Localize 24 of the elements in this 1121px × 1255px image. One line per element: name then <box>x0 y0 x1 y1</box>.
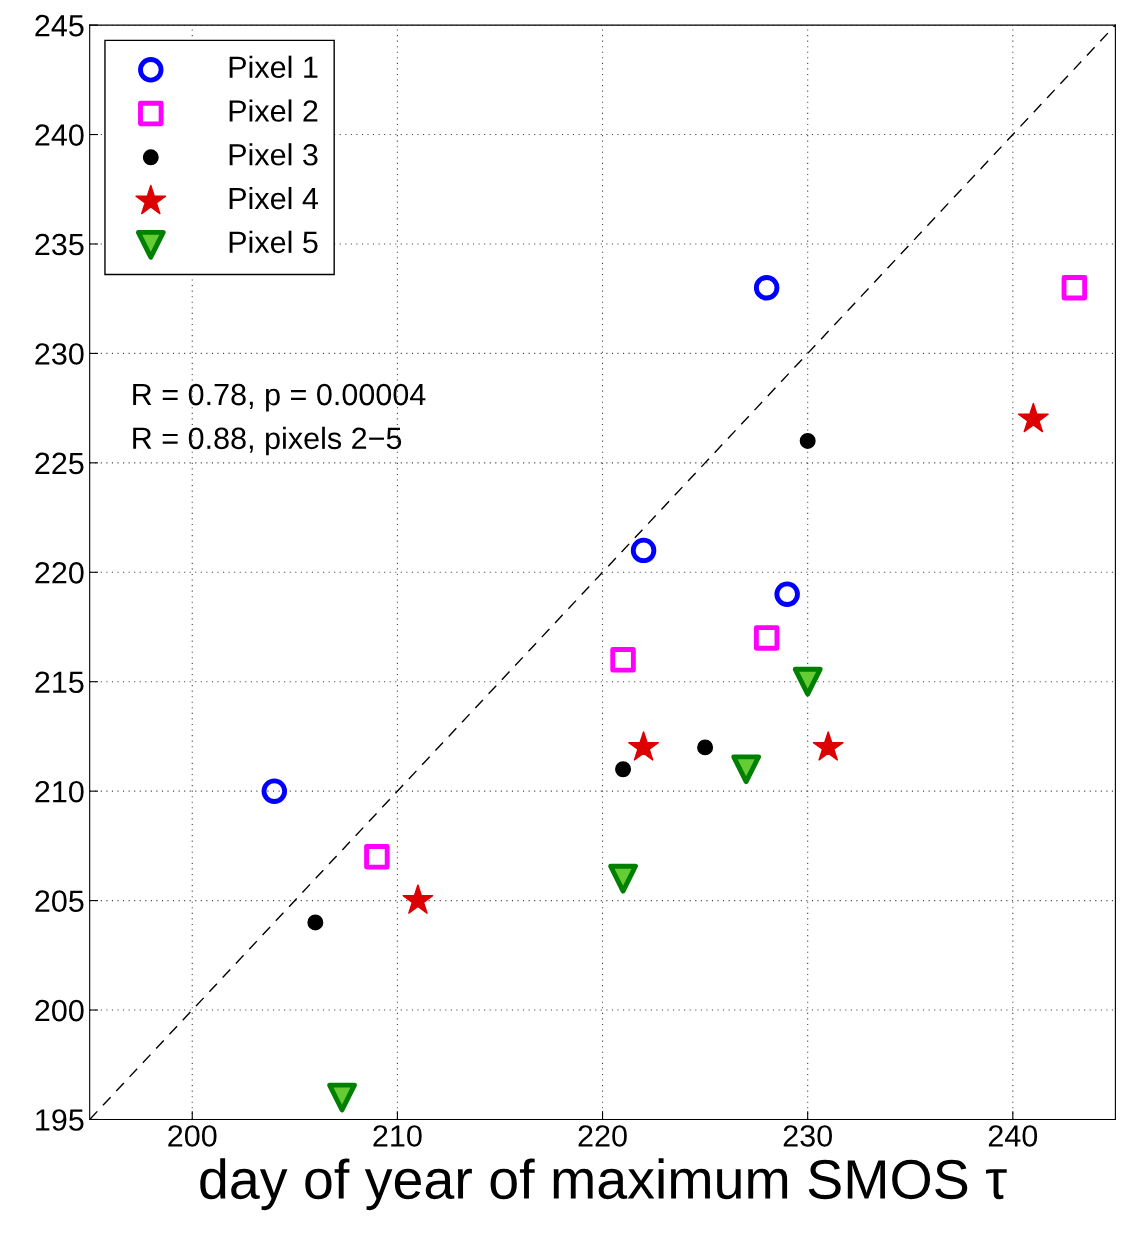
legend-label: Pixel 1 <box>229 55 318 79</box>
y-tick-label: 215 <box>35 671 84 694</box>
x-tick-label: 240 <box>988 1125 1038 1147</box>
y-tick-label: 230 <box>35 343 84 365</box>
legend-label: Pixel 3 <box>229 143 318 166</box>
x-tick-label: 200 <box>168 1125 217 1147</box>
y-tick-label: 210 <box>35 780 84 803</box>
legend-label: Pixel 5 <box>229 230 318 254</box>
y-tick-label: 205 <box>35 890 84 912</box>
y-tick-label: 200 <box>35 999 84 1022</box>
y-tick-label: 245 <box>35 14 84 37</box>
y-tick-label: 220 <box>35 562 84 584</box>
annotation: R = 0.88, pixels 2−5 <box>133 426 402 456</box>
annotation: R = 0.78, p = 0.00004 <box>133 383 426 412</box>
x-tick-label: 210 <box>373 1125 422 1147</box>
x-tick-label: 220 <box>578 1125 627 1147</box>
x-axis-title: day of year of maximum SMOS τ <box>200 1158 1007 1211</box>
y-tick-label: 235 <box>35 233 84 256</box>
y-tick-label: 240 <box>35 124 84 146</box>
y-tick-label: 195 <box>36 1109 84 1131</box>
legend-label: Pixel 4 <box>229 186 318 210</box>
x-tick-label: 230 <box>783 1125 832 1147</box>
legend-label: Pixel 2 <box>229 99 318 122</box>
y-tick-label: 225 <box>35 452 84 475</box>
